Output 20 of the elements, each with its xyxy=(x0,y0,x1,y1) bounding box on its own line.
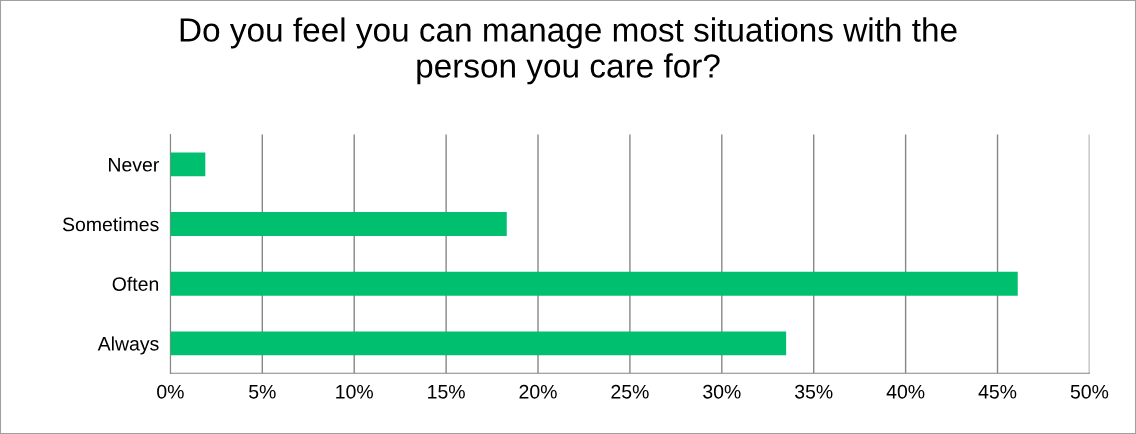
x-tick-label: 5% xyxy=(249,384,276,399)
x-tick-label: 30% xyxy=(703,384,741,399)
y-tick-label: Never xyxy=(109,158,159,172)
bar xyxy=(170,271,1018,296)
x-tick-label: 20% xyxy=(519,384,557,399)
y-tick-label: Often xyxy=(112,276,159,291)
x-tick-label: 45% xyxy=(978,384,1017,399)
y-tick-label: Always xyxy=(97,336,159,355)
x-tick-label: 50% xyxy=(1070,384,1109,399)
chart-title: Do you feel you can manage most situations with the person you care for? xyxy=(180,17,957,85)
y-tick-label: Sometimes xyxy=(62,217,159,232)
x-tick-label: 40% xyxy=(886,384,925,399)
x-tick-label: 0% xyxy=(157,384,184,399)
bar xyxy=(170,212,507,236)
x-tick-label: 10% xyxy=(336,384,373,399)
bar xyxy=(170,331,787,356)
x-tick-label: 35% xyxy=(795,384,833,399)
x-tick-label: 25% xyxy=(611,384,649,399)
bar xyxy=(170,152,206,177)
x-tick-label: 15% xyxy=(428,384,465,399)
